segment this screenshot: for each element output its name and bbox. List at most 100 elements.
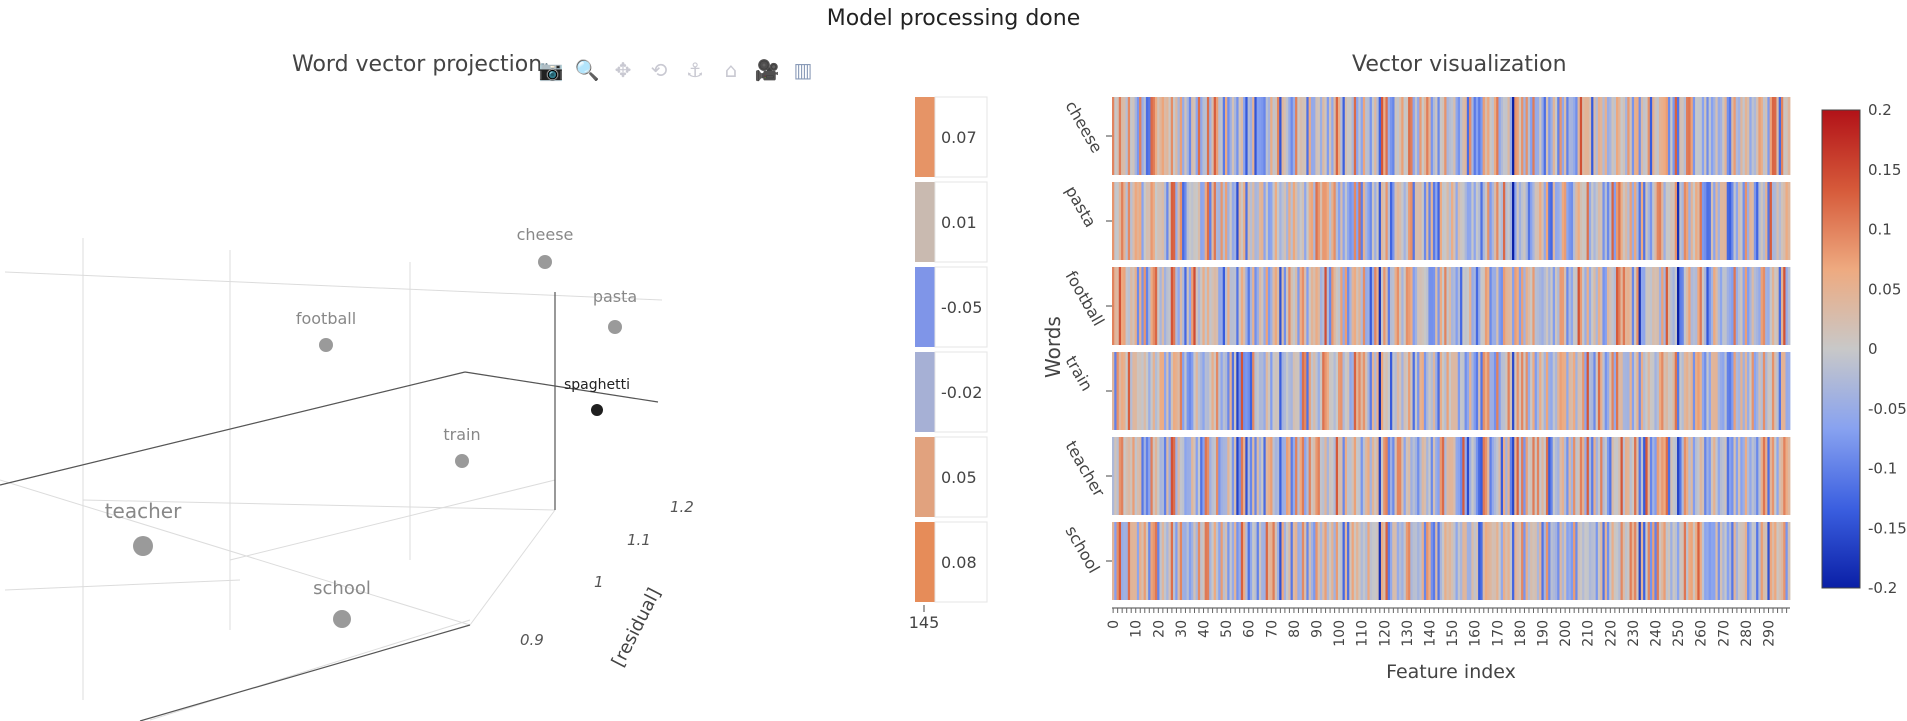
heatmap-cell: [1328, 267, 1332, 345]
heatmap-cell: [1525, 97, 1529, 175]
heatmap-cell: [1760, 267, 1764, 345]
heatmap-cell: [1130, 437, 1133, 515]
heatmap-cell: [1475, 522, 1479, 600]
plotly-logo-icon[interactable]: ▥: [793, 58, 813, 82]
heatmap-cell: [1534, 437, 1538, 515]
camera-icon[interactable]: 📷: [538, 58, 564, 82]
heatmap-cell: [1317, 97, 1321, 175]
heatmap-cell: [1724, 97, 1728, 175]
heatmap-cell: [1554, 437, 1558, 515]
heatmap-cell: [1127, 352, 1131, 430]
heatmap-cell: [1670, 522, 1673, 600]
heatmap-cell: [1252, 97, 1255, 175]
heatmap-cell: [1399, 182, 1402, 260]
heatmap-cell: [1708, 97, 1712, 175]
heatmap-cell: [1295, 437, 1298, 515]
heatmap-cell: [1561, 267, 1565, 345]
heatmap-cell: [1367, 437, 1371, 515]
heatmap-cell: [1512, 352, 1515, 430]
heatmap-cell: [1279, 437, 1282, 515]
heatmap-cell: [1193, 437, 1197, 515]
heatmap-cell: [1195, 267, 1199, 345]
heatmap-cell: [1699, 437, 1703, 515]
heatmap-cell: [1121, 97, 1124, 175]
heatmap-cell: [1396, 182, 1400, 260]
heatmap-cell: [1683, 97, 1687, 175]
heatmap-cell: [1722, 97, 1725, 175]
heatmap-cell: [1365, 182, 1368, 260]
heatmap-cell: [1123, 97, 1126, 175]
heatmap-cell: [1681, 352, 1685, 430]
heatmap-cell: [1787, 437, 1791, 515]
heatmap-cell: [1749, 437, 1752, 515]
heatmap-cell: [1272, 97, 1276, 175]
heatmap-cell: [1532, 97, 1536, 175]
heatmap-cell: [1191, 352, 1194, 430]
heatmap-cell: [1288, 522, 1291, 600]
heatmap-cell: [1493, 182, 1497, 260]
heatmap-cell: [1550, 267, 1554, 345]
heatmap-cell: [1753, 182, 1757, 260]
heatmap-cell: [1412, 267, 1416, 345]
heatmap-cell: [1202, 97, 1206, 175]
heatmap-cell: [1701, 522, 1705, 600]
heatmap-cell: [1197, 97, 1201, 175]
heatmap-cell: [1701, 267, 1705, 345]
heatmap-cell: [1647, 352, 1651, 430]
heatmap-cell: [1163, 267, 1167, 345]
heatmap-cell: [1328, 352, 1332, 430]
heatmap-cell: [1579, 267, 1583, 345]
heatmap-cell: [1378, 522, 1382, 600]
heatmap-cell: [1609, 267, 1612, 345]
heatmap-cell: [1783, 522, 1786, 600]
heatmap-cell: [1762, 522, 1766, 600]
heatmap-cell: [1480, 182, 1484, 260]
reset-camera-icon[interactable]: ⌂: [724, 58, 738, 82]
heatmap-cell: [1774, 437, 1777, 515]
heatmap-cell: [1114, 437, 1117, 515]
heatmap-cell: [1615, 522, 1619, 600]
heatmap-cell: [1719, 437, 1723, 515]
heatmap-cell: [1518, 352, 1522, 430]
heatmap-cell: [1579, 352, 1583, 430]
grid-line: [469, 509, 556, 626]
orbit-rotation-icon[interactable]: ⟲: [650, 58, 668, 82]
heatmap-cell: [1435, 182, 1438, 260]
heatmap-cell: [1588, 267, 1592, 345]
heatmap-cell: [1566, 522, 1569, 600]
turntable-rotation-icon[interactable]: ⚓: [686, 58, 704, 82]
heatmap-cell: [1256, 182, 1260, 260]
heatmap-cell: [1265, 522, 1269, 600]
heatmap-cell: [1640, 437, 1644, 515]
heatmap-cell: [1634, 522, 1637, 600]
heatmap-cell: [1412, 182, 1416, 260]
heatmap-cell: [1595, 437, 1599, 515]
heatmap-cell: [1396, 267, 1400, 345]
heatmap-cell: [1247, 97, 1251, 175]
grid-line: [0, 479, 471, 626]
heatmap-cell: [1478, 522, 1481, 600]
zoom-icon[interactable]: 🔍: [574, 58, 600, 82]
hover-closest-icon[interactable]: 🎥: [754, 58, 780, 82]
heatmap-cell: [1521, 352, 1524, 430]
heatmap-cell: [1688, 522, 1691, 600]
row-label-football: football: [1062, 268, 1109, 330]
heatmap-cell: [1234, 182, 1237, 260]
heatmap-cell: [1168, 437, 1172, 515]
heatmap-cell: [1645, 437, 1649, 515]
heatmap-cell: [1643, 267, 1646, 345]
heatmap-cell: [1326, 352, 1330, 430]
heatmap-cell: [1272, 352, 1276, 430]
heatmap-cell: [1534, 182, 1538, 260]
heatmap-cell: [1654, 352, 1658, 430]
heatmap-cell: [1374, 522, 1377, 600]
pan-icon[interactable]: ✥: [614, 58, 632, 82]
heatmap-cell: [1636, 352, 1639, 430]
heatmap-cell: [1403, 522, 1407, 600]
heatmap-cell: [1261, 352, 1264, 430]
heatmap-cell: [1695, 522, 1698, 600]
heatmap-cell: [1439, 267, 1443, 345]
heatmap-cell: [1121, 522, 1124, 600]
heatmap-cell: [1267, 182, 1271, 260]
heatmap-cell: [1152, 97, 1156, 175]
